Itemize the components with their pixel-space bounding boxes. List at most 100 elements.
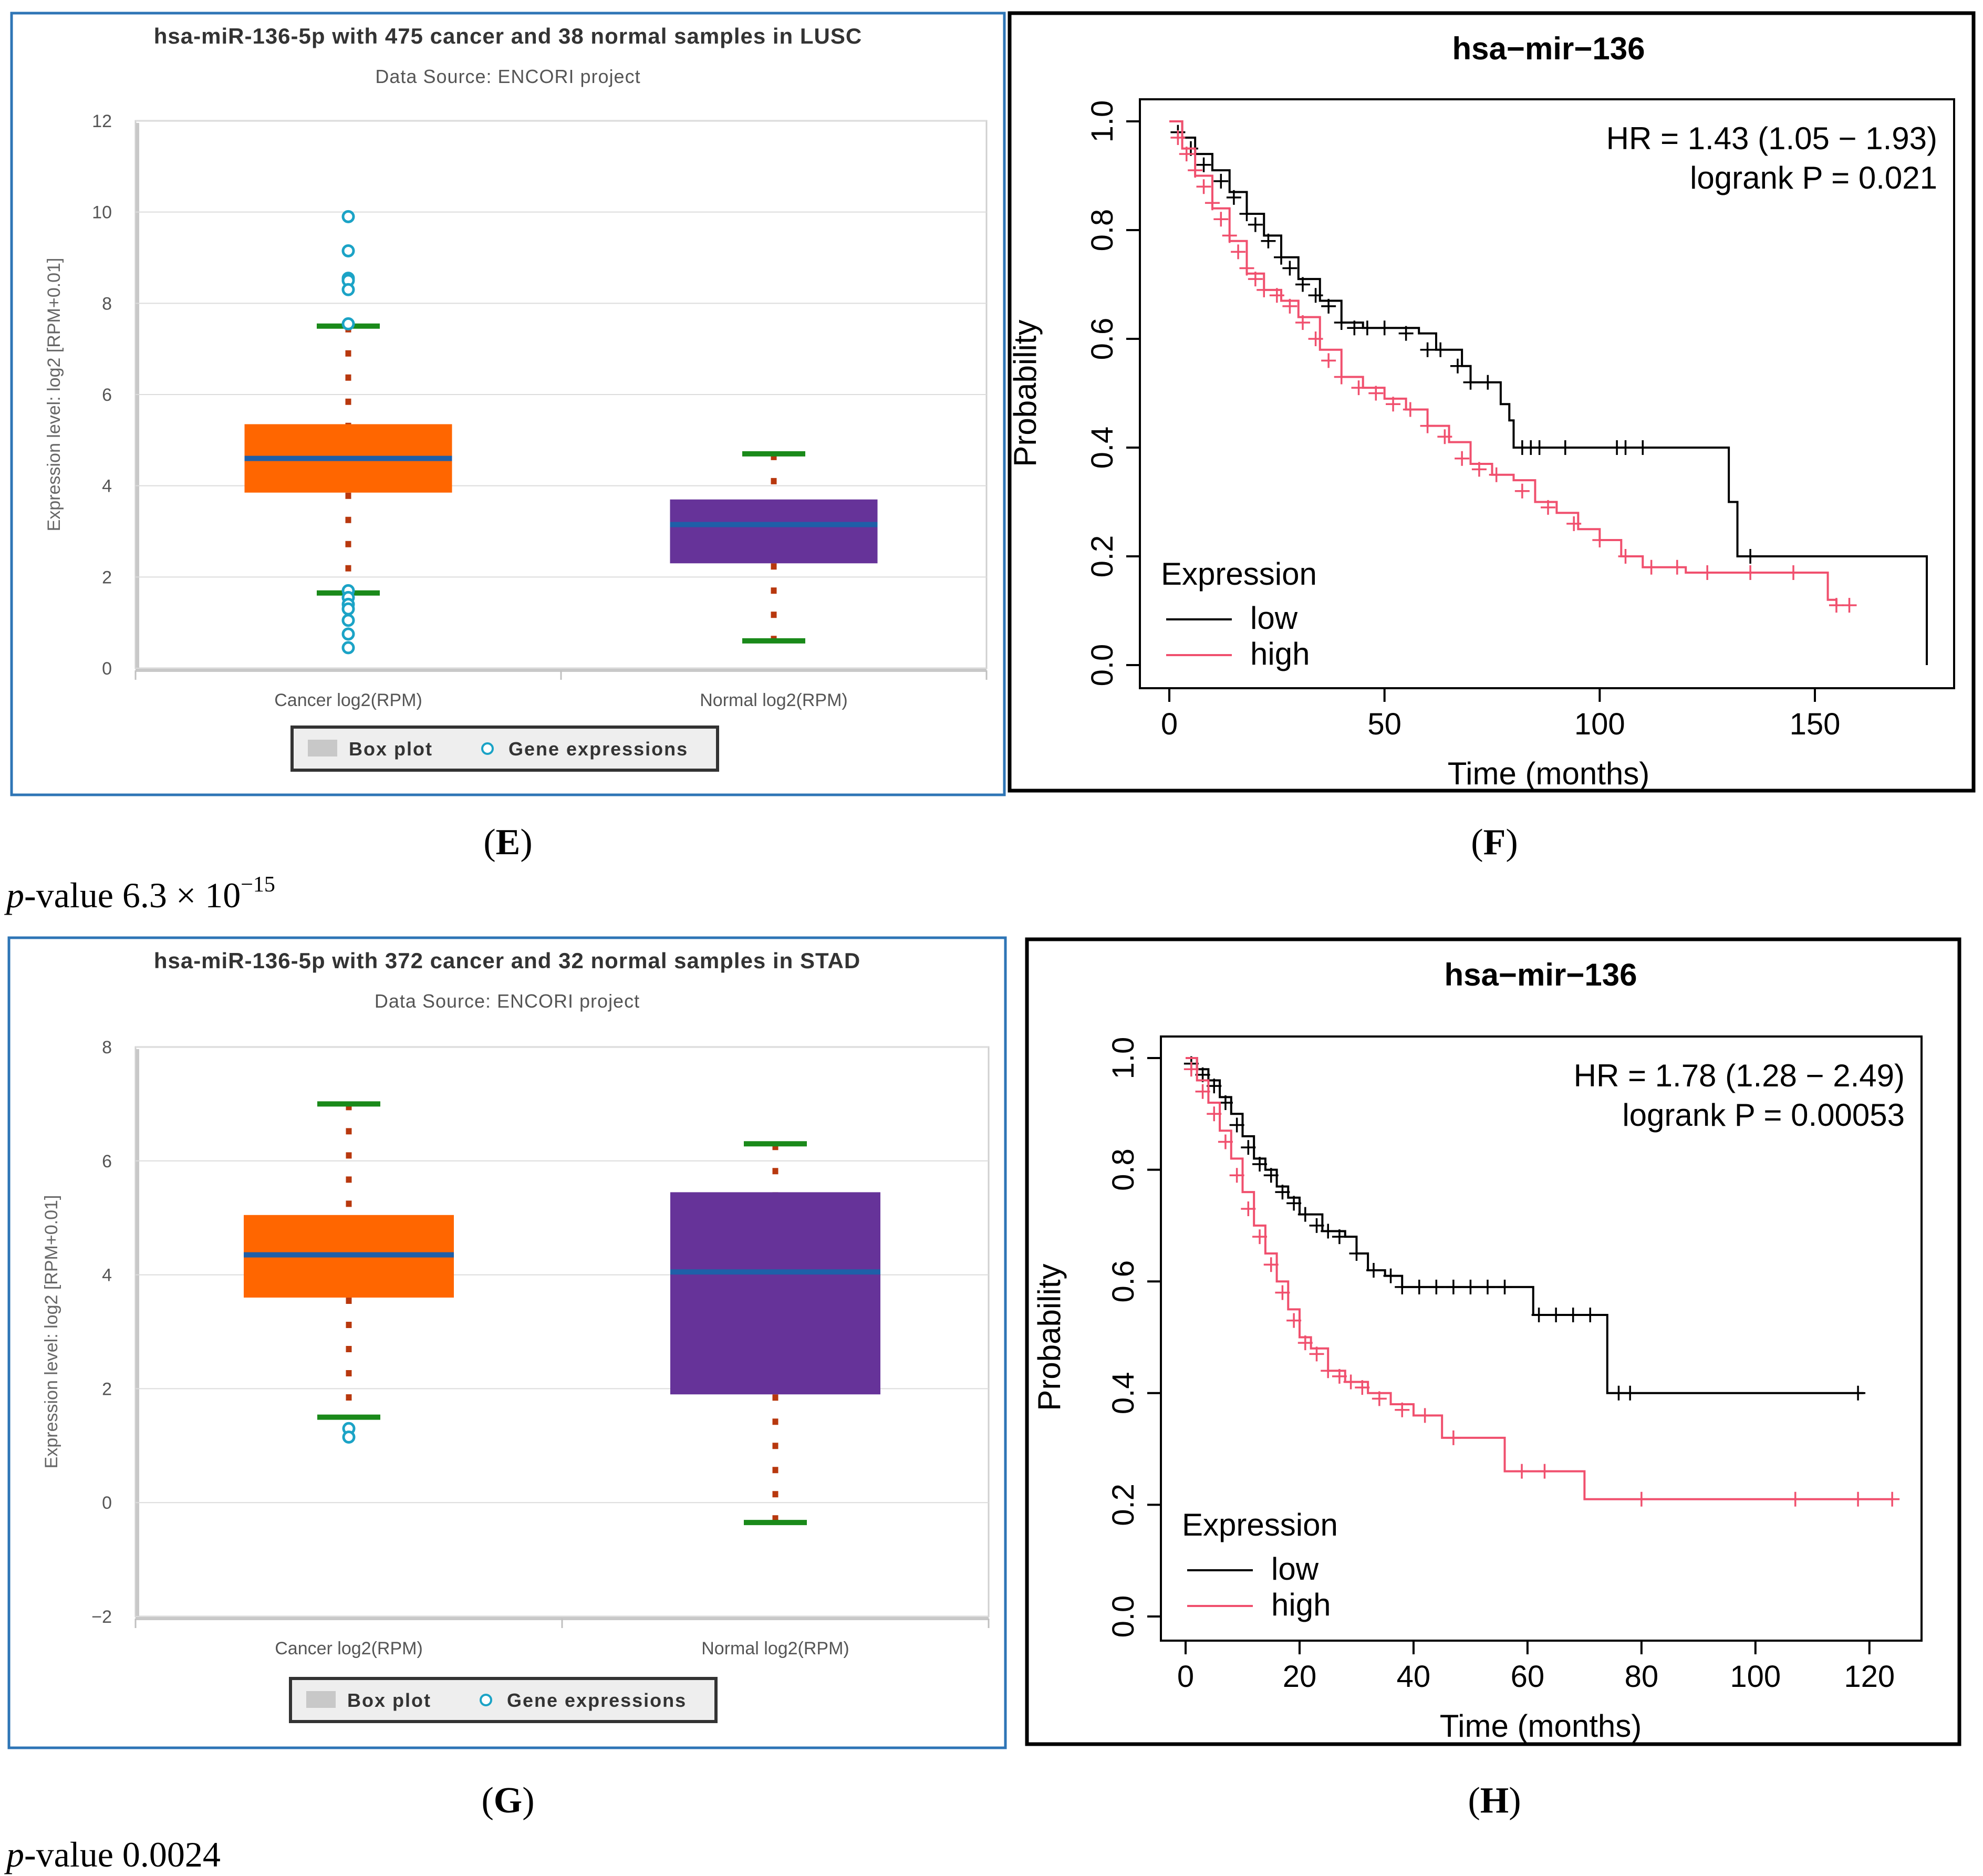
y-tick-label: 0.0 <box>1085 644 1119 687</box>
censor-mark <box>1334 315 1349 330</box>
outlier-point <box>341 210 355 223</box>
censor-mark <box>1332 1229 1347 1245</box>
censor-mark <box>1489 467 1504 482</box>
censor-mark <box>1514 1464 1530 1479</box>
outlier-point <box>342 1431 356 1444</box>
x-tick-label: 120 <box>1844 1660 1895 1694</box>
censor-mark <box>1383 1268 1398 1283</box>
y-tick-label: 0.2 <box>1085 535 1119 578</box>
censor-mark <box>1297 1335 1313 1351</box>
censor-mark <box>1252 1156 1268 1172</box>
censor-mark <box>1195 1084 1210 1099</box>
censor-mark <box>1269 288 1284 303</box>
outlier-point <box>341 641 355 655</box>
censor-mark <box>1537 1464 1552 1479</box>
censor-mark <box>1420 418 1435 433</box>
censor-mark <box>1205 195 1220 211</box>
y-tick-label: 0.8 <box>1085 209 1119 252</box>
x-category-label: Cancer log2(RPM) <box>275 1639 423 1659</box>
legend-box-plot-label: Box plot <box>347 1690 431 1711</box>
censor-mark <box>1351 380 1366 396</box>
y-tick-label: 1.0 <box>1106 1037 1140 1080</box>
outlier-point <box>341 627 355 641</box>
y-tick-label: 2 <box>102 567 112 587</box>
censor-mark <box>1463 1279 1478 1294</box>
censor-mark <box>1450 358 1465 374</box>
censor-mark <box>1566 516 1582 531</box>
chart-title: hsa-miR-136-5p with 372 cancer and 32 no… <box>154 948 860 973</box>
censor-mark <box>1386 397 1401 412</box>
censor-mark <box>1437 429 1452 444</box>
panel-label-F: (F) <box>1471 822 1518 863</box>
y-tick-label: 8 <box>102 294 112 314</box>
censor-mark <box>1531 1307 1546 1322</box>
censor-mark <box>1263 1168 1279 1183</box>
censor-mark <box>1446 1430 1461 1445</box>
censor-mark <box>1248 272 1263 287</box>
censor-mark <box>1248 217 1263 232</box>
censor-mark <box>1282 261 1297 276</box>
censor-mark <box>1213 173 1229 189</box>
censor-mark <box>1308 331 1323 346</box>
chart-subtitle: Data Source: ENCORI project <box>375 990 640 1012</box>
outlier-point <box>341 244 355 257</box>
legend-label-low: low <box>1250 600 1298 636</box>
censor-mark <box>1229 1168 1244 1183</box>
censor-mark <box>1851 1385 1866 1401</box>
x-category-label: Normal log2(RPM) <box>700 690 848 710</box>
chart-title: hsa−mir−136 <box>1445 957 1637 992</box>
censor-mark <box>1359 320 1375 336</box>
censor-mark <box>1286 1196 1302 1211</box>
censor-mark <box>1207 1106 1222 1122</box>
x-tick-label: 60 <box>1511 1660 1545 1694</box>
censor-mark <box>1403 402 1418 417</box>
x-tick-label: 100 <box>1574 707 1625 741</box>
x-tick-label: 20 <box>1283 1660 1317 1694</box>
censor-mark <box>1222 228 1237 243</box>
censor-mark <box>1377 320 1392 336</box>
censor-mark <box>1398 326 1414 341</box>
censor-mark <box>1257 282 1272 297</box>
y-tick-label: 6 <box>102 385 112 405</box>
censor-mark <box>1700 565 1715 581</box>
x-tick-label: 80 <box>1625 1660 1659 1694</box>
legend-title: Expression <box>1161 556 1317 592</box>
x-tick-label: 150 <box>1790 707 1841 741</box>
legend-gene-swatch <box>480 1694 492 1706</box>
censor-mark <box>1343 1374 1358 1390</box>
legend-title: Expression <box>1182 1507 1338 1542</box>
chart-title: hsa−mir−136 <box>1452 31 1645 66</box>
censor-mark <box>1321 1224 1336 1239</box>
censor-mark <box>1541 500 1555 515</box>
chart-subtitle: Data Source: ENCORI project <box>375 66 640 87</box>
legend-box <box>290 725 719 772</box>
box-chart-G: hsa-miR-136-5p with 372 cancer and 32 no… <box>7 936 1007 1749</box>
censor-mark <box>1309 1346 1324 1362</box>
y-tick-label: 0.2 <box>1106 1484 1140 1526</box>
censor-mark <box>1321 298 1336 314</box>
legend-label-high: high <box>1250 636 1310 671</box>
censor-mark <box>1274 250 1289 265</box>
legend-gene-swatch <box>481 742 494 755</box>
y-tick-label: 4 <box>102 476 112 496</box>
x-tick-label: 40 <box>1397 1660 1431 1694</box>
panel-frame <box>1025 937 1961 1746</box>
x-category-label: Cancer log2(RPM) <box>274 690 422 710</box>
x-axis-label: Time (months) <box>1440 1708 1642 1744</box>
hr-annotation: HR = 1.78 (1.28 − 2.49) <box>1574 1058 1905 1093</box>
censor-mark <box>1372 1391 1387 1406</box>
outlier-point <box>341 602 355 616</box>
censor-mark <box>1196 179 1211 194</box>
outlier-point <box>341 614 355 627</box>
censor-mark <box>1395 1279 1410 1294</box>
censor-mark <box>1634 1491 1649 1507</box>
censor-mark <box>1549 1307 1564 1322</box>
legend-gene-label: Gene expressions <box>508 738 688 760</box>
y-tick-label: 12 <box>92 111 112 131</box>
censor-mark <box>1480 1279 1495 1294</box>
censor-mark <box>1349 1246 1364 1261</box>
censor-mark <box>1196 157 1211 172</box>
censor-mark <box>1842 598 1857 613</box>
y-tick-label: 4 <box>102 1266 112 1286</box>
